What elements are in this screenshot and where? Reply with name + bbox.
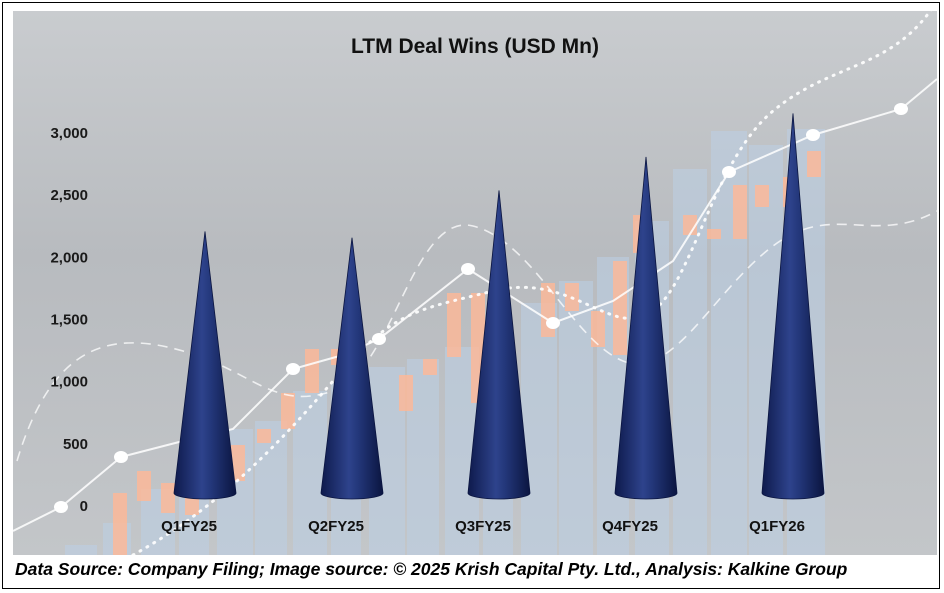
cone-q3fy25 (467, 190, 531, 500)
cone-body (761, 113, 825, 500)
y-tick-label: 500 (63, 436, 88, 453)
background-candle (707, 229, 721, 239)
background-candle (257, 429, 271, 443)
background-candle (591, 311, 605, 347)
background-candle (281, 393, 295, 429)
background-line-dot (372, 333, 386, 345)
y-axis-ticks: 0 500 1,000 1,500 2,000 2,500 3,000 (50, 125, 88, 515)
background-line-dot (546, 317, 560, 329)
background-line-dot (286, 363, 300, 375)
background-solid-line (13, 78, 937, 532)
background-candle (423, 359, 437, 375)
cone-body (614, 156, 678, 500)
y-tick-label: 2,500 (50, 187, 88, 204)
x-tick-label: Q1FY25 (161, 518, 217, 535)
y-tick-label: 1,000 (50, 374, 88, 391)
x-tick-label: Q4FY25 (602, 518, 658, 535)
background-candle (231, 445, 245, 481)
cone-q4fy25 (614, 156, 678, 500)
background-bar (521, 303, 557, 555)
cone-body (320, 237, 384, 500)
x-tick-label: Q1FY26 (749, 518, 805, 535)
background-line-dot (114, 451, 128, 463)
y-tick-label: 0 (80, 498, 88, 515)
cone-q1fy26 (761, 113, 825, 500)
background-line-dot (54, 501, 68, 513)
background-line-dot (461, 263, 475, 275)
y-tick-label: 2,000 (50, 249, 88, 266)
cone-q2fy25 (320, 237, 384, 500)
background-line-dot (722, 166, 736, 178)
background-candle (733, 185, 747, 239)
footer-source: Data Source: Company Filing; Image sourc… (15, 559, 848, 579)
background-line-dot (894, 103, 908, 115)
x-tick-label: Q3FY25 (455, 518, 511, 535)
chart-svg: LTM Deal Wins (USD Mn) 0 500 1,000 1,500 2,0… (13, 11, 937, 555)
background-dotted-line (131, 11, 932, 555)
background-candle (399, 375, 413, 411)
background-candle (305, 349, 319, 393)
background-dashed-line (16, 210, 937, 462)
background-line-dot (806, 129, 820, 141)
background-bar (559, 281, 593, 555)
x-tick-label: Q2FY25 (308, 518, 364, 535)
background-candle (613, 261, 627, 355)
cone-q1fy25 (173, 231, 237, 500)
y-tick-label: 3,000 (50, 125, 88, 142)
plot-area: LTM Deal Wins (USD Mn) 0 500 1,000 1,500 2,0… (13, 11, 937, 555)
background-candle (807, 151, 821, 177)
chart-title: LTM Deal Wins (USD Mn) (351, 35, 599, 58)
y-tick-label: 1,500 (50, 312, 88, 329)
cone-series (173, 113, 825, 500)
background-candle (113, 493, 127, 555)
background-candle (161, 483, 175, 513)
cone-body (467, 190, 531, 500)
x-axis-ticks: Q1FY25 Q2FY25 Q3FY25 Q4FY25 Q1FY26 (161, 518, 805, 535)
background-bar (65, 545, 97, 555)
background-candle (137, 471, 151, 501)
cone-body (173, 231, 237, 500)
background-candle (755, 185, 769, 207)
background-bar (255, 421, 287, 555)
background-candle (447, 293, 461, 357)
